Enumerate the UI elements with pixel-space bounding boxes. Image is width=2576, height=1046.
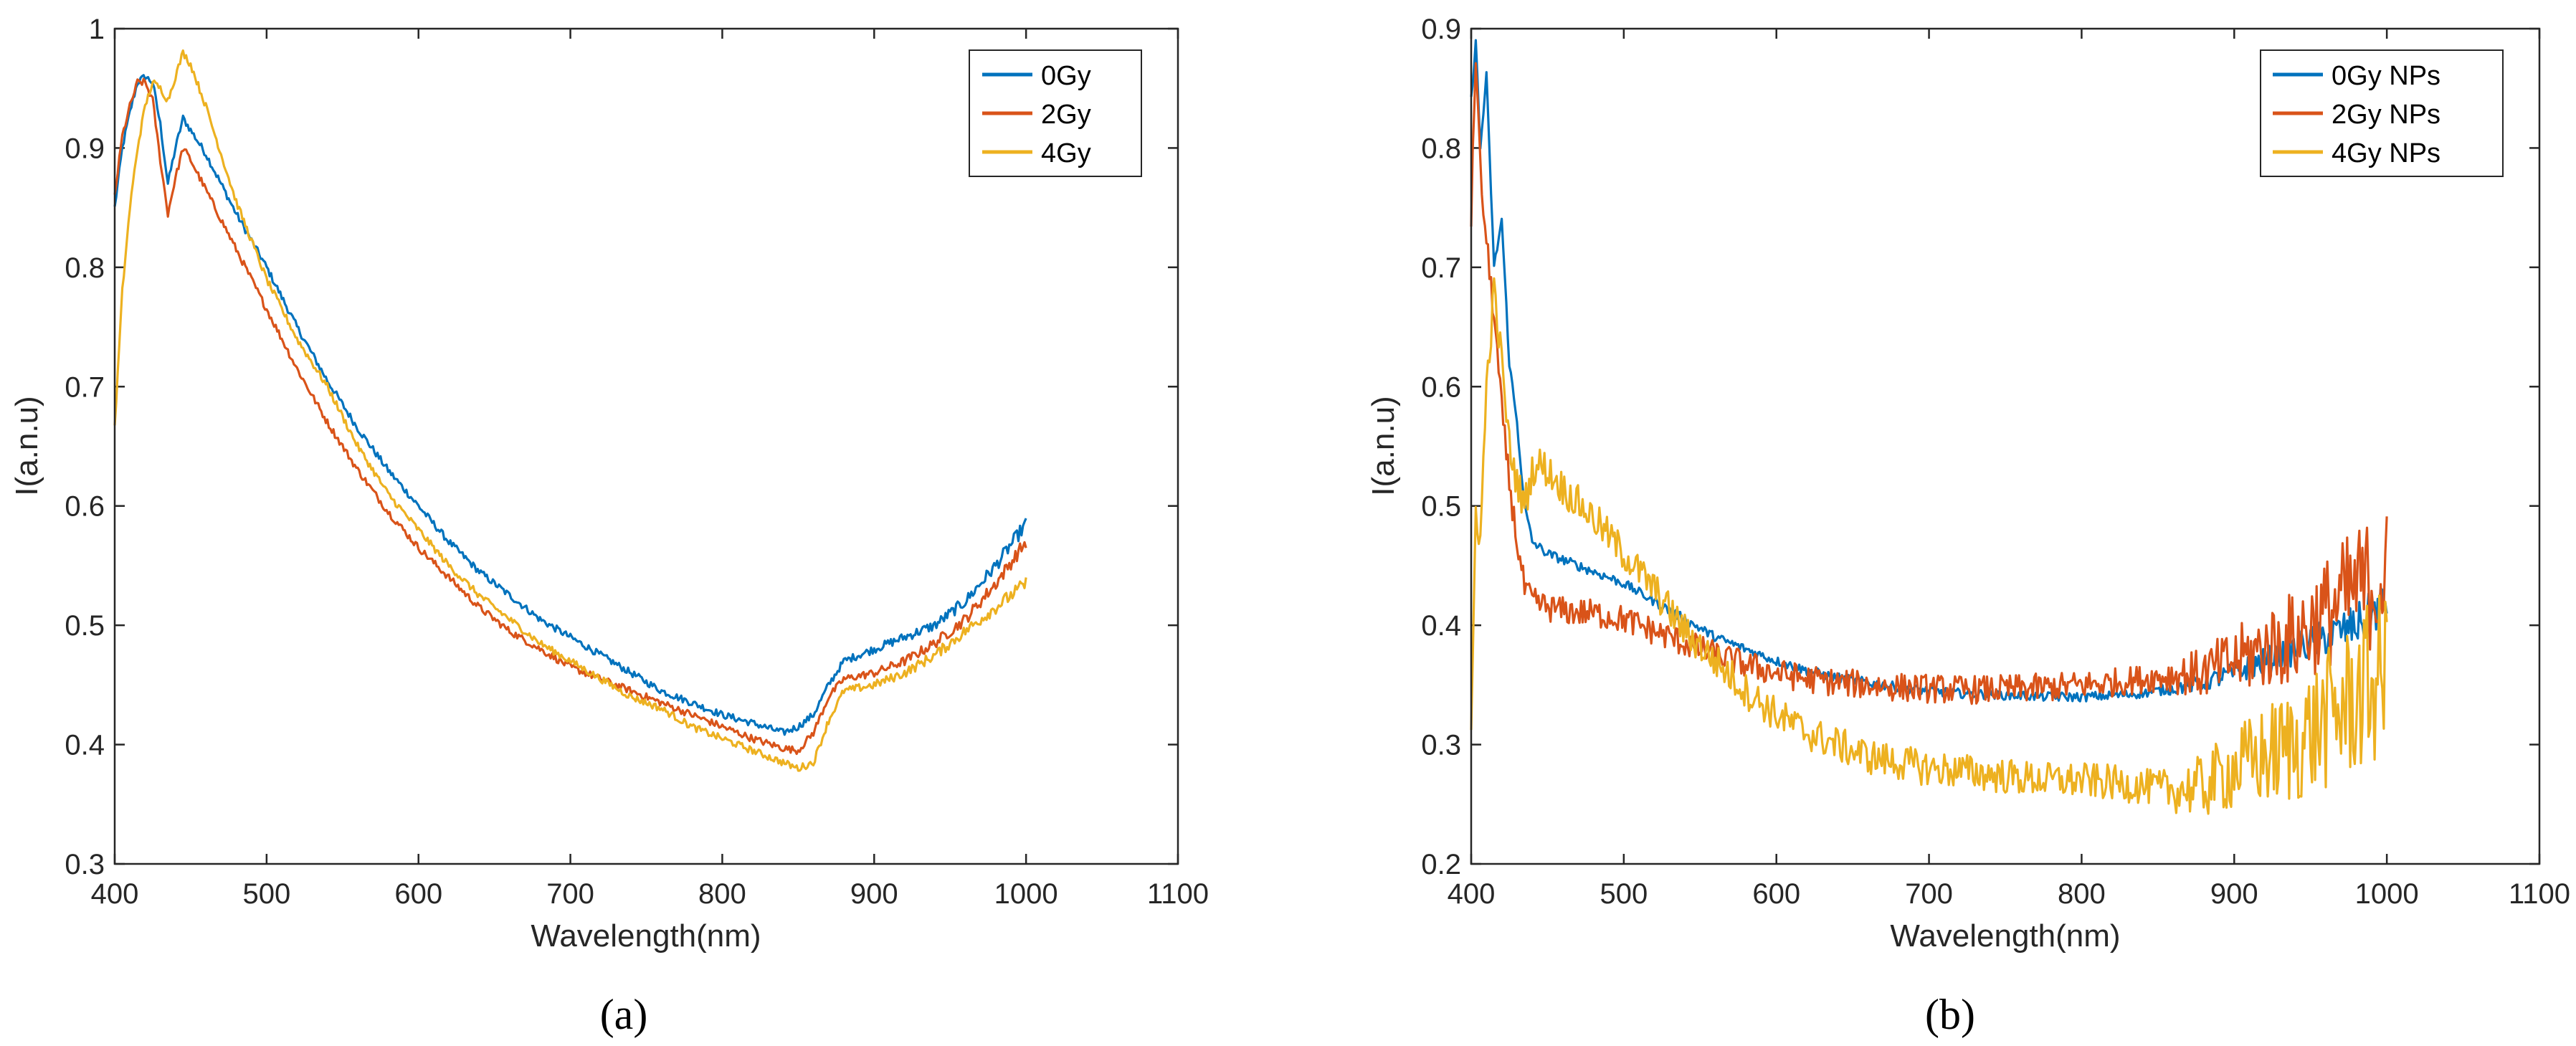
- panel-a-xtick-label: 900: [850, 878, 898, 910]
- panel-a-legend-label-2gy: 2Gy: [1041, 100, 1091, 130]
- panel-b-xtick-label: 500: [1600, 878, 1648, 910]
- panel-b-legend-label-0gy-nps: 0Gy NPs: [2332, 61, 2440, 91]
- panel-a-legend-label-4gy: 4Gy: [1041, 138, 1091, 168]
- panel-b-ytick-label: 0.8: [1421, 133, 1461, 164]
- panel-a-xtick-label: 600: [394, 878, 442, 910]
- panel-a-xtick-label: 400: [91, 878, 139, 910]
- panel-a-series-0gy: [113, 74, 1027, 736]
- panel-a-xtick-label: 800: [698, 878, 746, 910]
- panel-b-series-2gy-nps: [1470, 62, 2388, 705]
- panel-a-xlabel: Wavelength(nm): [531, 918, 761, 954]
- panel-b-ytick-label: 0.7: [1421, 252, 1461, 284]
- panel-a-ytick-label: 1: [89, 14, 105, 45]
- panel-a-series-4gy: [113, 49, 1027, 772]
- panel-b-ytick-label: 0.6: [1421, 371, 1461, 403]
- panel-b-legend-label-2gy-nps: 2Gy NPs: [2332, 100, 2440, 130]
- panel-a-xtick-label: 500: [242, 878, 290, 910]
- panel-b-ytick-label: 0.2: [1421, 849, 1461, 880]
- panel-a-ytick-label: 0.9: [65, 133, 105, 164]
- panel-b-legend-label-4gy-nps: 4Gy NPs: [2332, 138, 2440, 168]
- panel-b-xtick-label: 400: [1448, 878, 1496, 910]
- panel-a-xtick-label: 1100: [1147, 878, 1209, 910]
- panel-a-legend: 0Gy 2Gy 4Gy: [969, 49, 1142, 177]
- panel-b-xlabel: Wavelength(nm): [1890, 918, 2120, 954]
- panel-a-label: (a): [600, 991, 648, 1038]
- panel-b-xtick-label: 800: [2058, 878, 2106, 910]
- panel-b-ytick-label: 0.5: [1421, 491, 1461, 523]
- panel-b-xtick-label: 1100: [2509, 878, 2570, 910]
- panel-a-xtick-label: 1000: [994, 878, 1058, 910]
- panel-b-ytick-label: 0.3: [1421, 730, 1461, 761]
- panel-b-legend: 0Gy NPs 2Gy NPs 4Gy NPs: [2260, 49, 2504, 177]
- panel-b-series: [1470, 39, 2388, 815]
- panel-b-axes-box: [1470, 27, 2541, 865]
- panel-a-ticks: 400 500 600 700 800 900 1000 1100 0.3 0.4 0.5 0.6 0.…: [65, 14, 1209, 910]
- panel-a-ylabel: I(a.n.u): [9, 396, 44, 495]
- panel-b-ytick-label: 0.4: [1421, 610, 1461, 642]
- panel-a-xtick-label: 700: [546, 878, 594, 910]
- panel-a-ytick-label: 0.8: [65, 252, 105, 284]
- panel-b-label: (b): [1925, 991, 1975, 1038]
- panel-b-ytick-label: 0.9: [1421, 14, 1461, 45]
- panel-a-ytick-label: 0.5: [65, 610, 105, 642]
- panel-a-axes-box: [113, 27, 1179, 865]
- panel-b-xtick-label: 600: [1752, 878, 1800, 910]
- panel-b-xtick-label: 1000: [2355, 878, 2419, 910]
- panel-b-ylabel: I(a.n.u): [1366, 396, 1401, 495]
- panel-a-series: [113, 49, 1027, 772]
- panel-b-xtick-label: 700: [1905, 878, 1953, 910]
- panel-a-ytick-label: 0.4: [65, 730, 105, 761]
- chart-panel-b: 400 500 600 700 800 900 1000 1100 0.2 0.3 0.4 0.5 0.…: [1366, 14, 2570, 1038]
- panel-a-ytick-label: 0.7: [65, 371, 105, 403]
- panel-a-ytick-label: 0.6: [65, 491, 105, 523]
- panel-a-ytick-label: 0.3: [65, 849, 105, 880]
- chart-panel-a: 400 500 600 700 800 900 1000 1100 0.3 0.4 0.5 0.6 0.…: [9, 14, 1209, 1038]
- panel-b-xtick-label: 900: [2210, 878, 2258, 910]
- panel-a-legend-label-0gy: 0Gy: [1041, 61, 1091, 91]
- panel-b-series-4gy-nps: [1470, 277, 2388, 815]
